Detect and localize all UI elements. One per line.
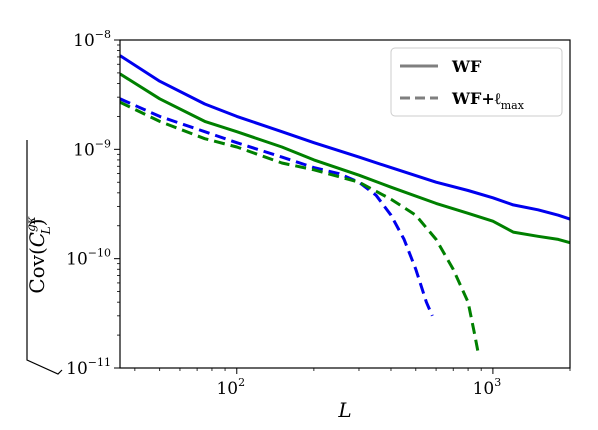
legend-label-wf-lmax: WF+ℓmax <box>451 89 525 112</box>
x-tick-label-0: 102 <box>216 376 245 399</box>
x-tick-label-1: 103 <box>473 376 502 399</box>
x-tick-label-exp-0: 2 <box>238 376 245 389</box>
y-label-close: ) <box>25 219 49 227</box>
y-label-sub: L <box>39 226 53 235</box>
x-tick-label-base-0: 10 <box>216 379 238 399</box>
y-tick-label-2: 10−9 <box>73 137 111 160</box>
series-line-2 <box>120 97 434 317</box>
x-axis-label: L <box>337 398 351 422</box>
y-tick-label-base-0: 10 <box>66 359 88 379</box>
y-tick-label-3: 10−8 <box>73 28 111 51</box>
y-label-cov: Cov( <box>25 247 49 293</box>
y-label-radical <box>26 140 63 375</box>
y-tick-label-1: 10−10 <box>66 247 111 270</box>
series-line-3 <box>120 100 481 356</box>
y-tick-label-exp-2: −9 <box>95 137 111 150</box>
legend-label-wf: WF <box>451 57 482 76</box>
y-tick-label-exp-0: −11 <box>88 356 111 369</box>
series-line-0 <box>120 54 570 221</box>
y-tick-label-base-1: 10 <box>66 250 88 270</box>
y-tick-label-exp-1: −10 <box>88 247 111 260</box>
legend: WF WF+ℓmax <box>390 47 563 117</box>
y-label-c: C <box>25 232 49 247</box>
x-tick-label-base-1: 10 <box>473 379 495 399</box>
y-tick-label-0: 10−11 <box>66 356 111 379</box>
y-tick-label-base-2: 10 <box>73 140 95 160</box>
series-line-1 <box>120 72 570 245</box>
y-axis-label: Cov(CgκL) <box>24 216 53 293</box>
x-tick-label-exp-1: 3 <box>494 376 501 389</box>
legend-label-wf-lmax-main: WF+ℓ <box>451 89 502 108</box>
y-tick-label-exp-3: −8 <box>95 28 111 41</box>
legend-label-wf-lmax-sub: max <box>501 99 525 112</box>
y-tick-label-base-3: 10 <box>73 31 95 51</box>
plot-frame <box>119 39 571 369</box>
y-axis-label-group: Cov(CgκL) <box>24 140 63 375</box>
series-layer <box>120 54 570 356</box>
